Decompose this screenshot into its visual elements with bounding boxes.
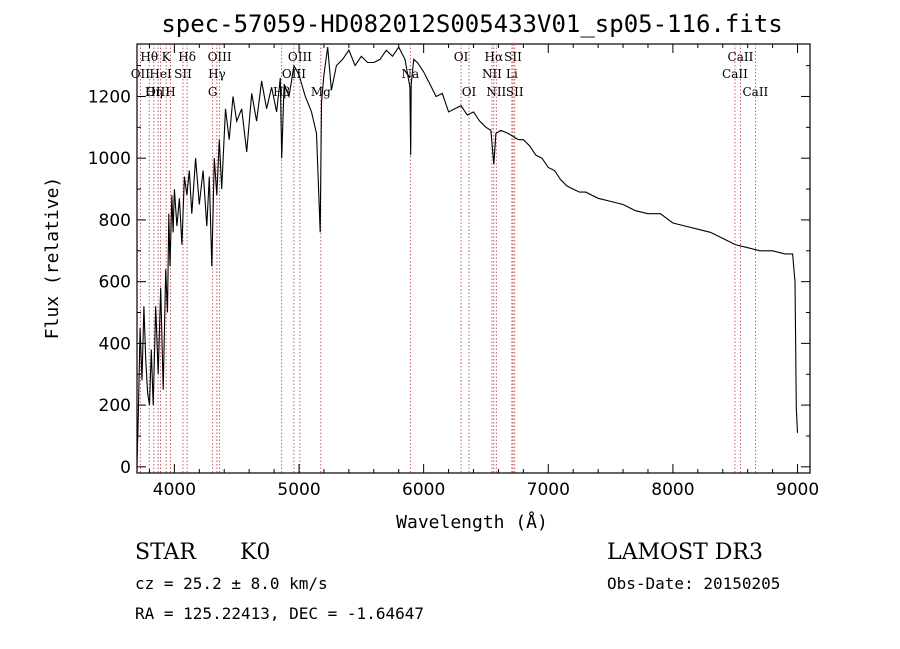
y-tick-label: 0 bbox=[120, 458, 131, 478]
spectral-line-label: OI bbox=[454, 50, 469, 64]
chart-title: spec-57059-HD082012S005433V01_sp05-116.f… bbox=[161, 10, 782, 38]
spectral-line-label: Hβ bbox=[273, 85, 290, 99]
x-axis-label: Wavelength (Å) bbox=[396, 511, 548, 533]
spectral-line-label: HeI bbox=[149, 67, 172, 81]
spectral-line-label: NII bbox=[486, 85, 506, 99]
x-tick-label: 9000 bbox=[776, 480, 819, 500]
coordinates: RA = 125.22413, DEC = -1.64647 bbox=[135, 604, 424, 623]
x-axis: 4000 5000 6000 7000 8000 9000 bbox=[148, 44, 819, 500]
spectral-line-label: Li bbox=[506, 67, 518, 81]
spectral-line-label: CaII bbox=[728, 50, 754, 64]
spectral-line-label: NII bbox=[482, 67, 502, 81]
spectral-line-label: Mg bbox=[311, 85, 331, 99]
spectral-line-label: OIII bbox=[146, 85, 170, 99]
spectral-line-label: Hγ bbox=[208, 67, 226, 81]
y-tick-label: 400 bbox=[99, 334, 131, 354]
spectral-line-label: K bbox=[162, 50, 172, 64]
spectral-line-label: OIII bbox=[282, 67, 306, 81]
spectral-line-label: Hδ bbox=[178, 50, 196, 64]
x-tick-label: 7000 bbox=[527, 480, 570, 500]
spectral-line-label: Na bbox=[401, 67, 419, 81]
spectral-line-label: SII bbox=[504, 50, 522, 64]
spectral-line-label: CaII bbox=[742, 85, 768, 99]
plot-frame bbox=[136, 43, 811, 474]
spectral-line-label: G bbox=[208, 85, 218, 99]
spectral-line-label: OIII bbox=[288, 50, 312, 64]
x-tick-label: 5000 bbox=[277, 480, 320, 500]
y-axis: 0 200 400 600 800 1000 1200 bbox=[88, 65, 810, 478]
object-class: STAR bbox=[135, 540, 196, 565]
spectral-line-label: H bbox=[165, 85, 175, 99]
spectrum-series bbox=[136, 46, 799, 466]
redshift-cz: cz = 25.2 ± 8.0 km/s bbox=[135, 574, 328, 593]
y-tick-label: 1200 bbox=[88, 87, 131, 107]
spectral-line-label: OI bbox=[462, 85, 477, 99]
spectral-line-label: Hη bbox=[145, 85, 163, 99]
x-tick-label: 6000 bbox=[402, 480, 445, 500]
spectral-line-label: Hα bbox=[485, 50, 504, 64]
y-axis-label: Flux (relative) bbox=[42, 177, 63, 340]
survey-name: LAMOST DR3 bbox=[607, 540, 763, 565]
y-tick-label: 800 bbox=[99, 211, 131, 231]
spectral-line-label: SII bbox=[506, 85, 524, 99]
spectral-line-label: OIII bbox=[208, 50, 232, 64]
y-tick-label: 1000 bbox=[88, 149, 131, 169]
spectral-line-label: SII bbox=[174, 67, 192, 81]
spectral-line-label: CaII bbox=[722, 67, 748, 81]
x-tick-label: 8000 bbox=[651, 480, 694, 500]
spectral-line-label: Hθ bbox=[140, 50, 158, 64]
x-tick-label: 4000 bbox=[153, 480, 196, 500]
y-tick-label: 200 bbox=[99, 396, 131, 416]
observation-date: Obs-Date: 20150205 bbox=[607, 574, 781, 593]
object-subclass: K0 bbox=[240, 540, 271, 565]
y-tick-label: 600 bbox=[99, 273, 131, 293]
spectral-line-labels: Hθ OII OIII K HeI Hη SII H Hδ OIII Hγ G OIII OIII Hβ Mg… bbox=[131, 50, 769, 99]
spectral-line-label: OII bbox=[131, 67, 151, 81]
